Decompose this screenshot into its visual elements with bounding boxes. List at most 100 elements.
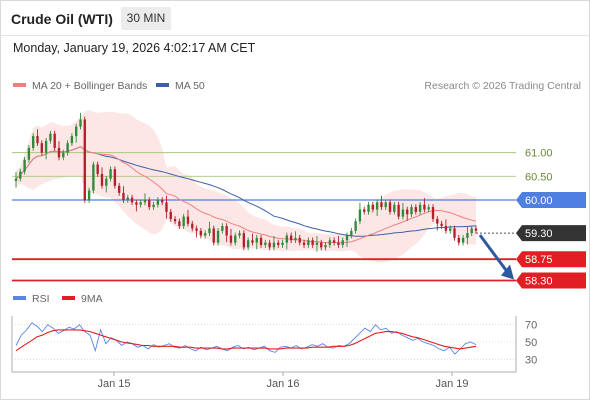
candle-body <box>79 119 82 127</box>
candle-body <box>234 235 237 243</box>
candle-body <box>105 178 108 186</box>
candle-body <box>182 216 185 227</box>
price-label-60.50: 60.50 <box>525 171 553 183</box>
time-tick-label: Jan 16 <box>266 378 299 390</box>
candle-body <box>113 169 117 186</box>
candle-body <box>393 204 396 212</box>
instrument-title: Crude Oil (WTI) <box>11 11 113 27</box>
candle-body <box>242 233 246 248</box>
candle-body <box>75 126 78 137</box>
candle-body <box>315 242 319 245</box>
candle-body <box>397 204 400 217</box>
candle-body <box>165 202 168 212</box>
candle-body <box>285 235 289 243</box>
candle-body <box>139 202 142 205</box>
research-credit: Research © 2026 Trading Central <box>424 80 581 92</box>
candle-body <box>66 143 69 153</box>
time-tick-label: Jan 19 <box>435 378 468 390</box>
candle-body <box>62 152 65 158</box>
legend-ma20-label: MA 20 + Bollinger Bands <box>32 80 148 92</box>
candle-body <box>44 140 48 153</box>
candle-body <box>358 209 362 222</box>
candle-body <box>388 202 392 212</box>
candle-body <box>307 240 310 245</box>
candle-body <box>109 169 112 179</box>
candle-body <box>461 237 465 243</box>
bollinger-band <box>16 110 476 263</box>
ma20-line <box>15 146 477 244</box>
candle-body <box>126 197 129 200</box>
price-tag-58.30 <box>516 272 586 289</box>
candle-body <box>289 235 293 241</box>
candle-body <box>246 240 250 248</box>
legend-rsi-ma: 9MA <box>62 293 103 305</box>
candle-body <box>453 228 456 238</box>
price-tag-59.30 <box>516 225 586 242</box>
candle-body <box>135 202 138 205</box>
candle-body <box>418 204 422 212</box>
legend-ma20: MA 20 + Bollinger Bands <box>13 80 147 92</box>
price-label-61.00: 61.00 <box>525 148 553 160</box>
rsi-tick-30: 30 <box>525 354 537 366</box>
candle-body <box>281 242 284 245</box>
candle-body <box>216 230 220 243</box>
legend-rsi-ma-label: 9MA <box>81 293 103 305</box>
candle-body <box>470 228 473 234</box>
candle-body <box>431 207 435 219</box>
candle-body <box>36 136 39 144</box>
candle-body <box>53 133 56 148</box>
candle-body <box>208 228 211 234</box>
candle-body <box>457 237 460 243</box>
candle-body <box>191 223 194 229</box>
candle-body <box>311 240 314 245</box>
candle-body <box>444 226 448 231</box>
candle-body <box>436 218 439 224</box>
candle-body <box>148 200 151 208</box>
candle-body <box>203 233 207 236</box>
price-label-58.30: 58.30 <box>525 276 553 288</box>
candle-body <box>229 235 233 243</box>
price-label-59.30: 59.30 <box>525 228 553 240</box>
candle-body <box>350 230 353 236</box>
candle-body <box>178 221 181 227</box>
candle-body <box>414 207 417 212</box>
candle-body <box>341 240 344 245</box>
candle-body <box>337 242 340 245</box>
candle-body <box>32 136 35 148</box>
candle-body <box>298 237 301 243</box>
candle-body <box>57 147 61 158</box>
rsi-ma-swatch <box>62 296 75 301</box>
price-label-60.00: 60.00 <box>525 195 553 207</box>
candle-body <box>474 228 478 231</box>
candle-body <box>19 171 22 179</box>
timeframe-badge[interactable]: 30 MIN <box>121 7 171 30</box>
candle-body <box>375 202 379 210</box>
candle-body <box>70 136 74 144</box>
candle-body <box>96 164 99 174</box>
candle-body <box>423 204 426 210</box>
candle-body <box>156 200 160 205</box>
ma50-swatch <box>156 83 169 88</box>
legend-ma50: MA 50 <box>156 80 205 92</box>
candle-body <box>251 240 254 243</box>
legend-rsi: RSI <box>13 293 50 305</box>
candle-body <box>130 197 134 203</box>
forecast-arrow-shaft <box>478 234 509 273</box>
candle-body <box>160 200 164 203</box>
candle-body <box>294 237 297 241</box>
candle-body <box>324 245 327 248</box>
candle-body <box>332 240 336 243</box>
candle-body <box>440 223 443 227</box>
candle-body <box>199 230 203 236</box>
candle-body <box>367 204 370 212</box>
candle-body <box>466 233 469 238</box>
header-divider <box>0 35 590 36</box>
rsi-ma-line <box>15 329 477 352</box>
candle-body <box>410 207 413 215</box>
candle-body <box>221 226 224 231</box>
candle-body <box>92 164 95 191</box>
candle-body <box>169 211 172 219</box>
candle-body <box>83 119 86 200</box>
candle-body <box>23 159 26 172</box>
